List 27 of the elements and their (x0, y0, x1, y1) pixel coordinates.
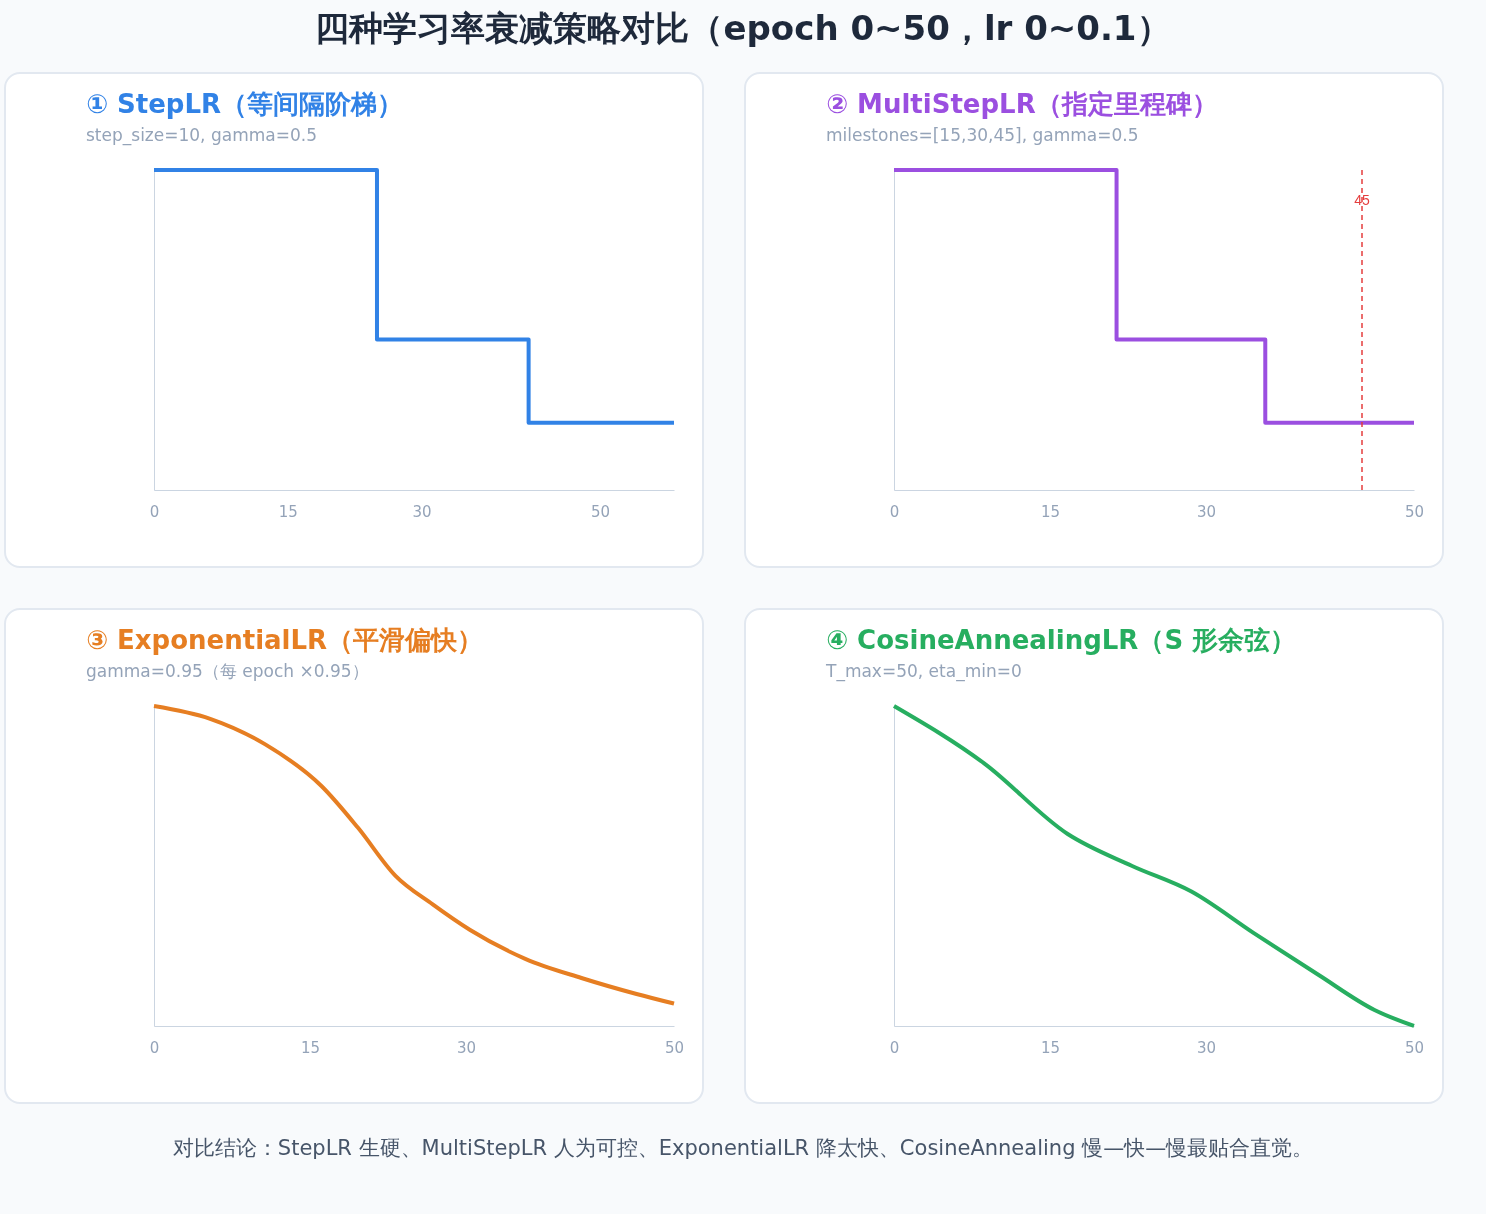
chart-subtitle: gamma=0.95（每 epoch ×0.95） (86, 661, 369, 681)
chart-title: ② MultiStepLR（指定里程碑） (826, 89, 1218, 119)
x-tick-label: 0 (149, 502, 160, 521)
chart-subtitle: step_size=10, gamma=0.5 (86, 125, 317, 146)
x-tick-label: 30 (1196, 1038, 1217, 1057)
x-tick-label: 15 (1040, 502, 1061, 521)
x-tick-label: 30 (412, 502, 432, 521)
chart-subtitle: milestones=[15,30,45], gamma=0.5 (826, 125, 1139, 145)
x-tick-label: 0 (889, 1038, 900, 1057)
chart-subtitle: T_max=50, eta_min=0 (825, 661, 1022, 682)
chart-title: ④ CosineAnnealingLR（S 形余弦） (826, 625, 1297, 655)
x-tick-label: 30 (456, 1038, 477, 1057)
x-tick-label: 15 (278, 502, 298, 521)
text: 四种学习率衰减策略对比（epoch 0~50，lr 0~0.1） (314, 7, 1172, 50)
x-tick-label: 50 (1404, 502, 1425, 521)
x-tick-label: 15 (300, 1038, 321, 1057)
x-tick-label: 50 (1404, 1038, 1425, 1057)
text: 对比结论：StepLR 生硬、MultiStepLR 人为可控、ExponentialLR 降太快、CosineAnnealing 慢—快—慢最贴合直觉。 (171, 1135, 1315, 1162)
ref-line-label: 45 (1354, 192, 1370, 208)
x-tick-label: 50 (664, 1038, 685, 1057)
x-tick-label: 15 (1040, 1038, 1061, 1057)
x-tick-label: 50 (590, 502, 611, 521)
chart-title: ① StepLR（等间隔阶梯） (86, 89, 404, 119)
x-tick-label: 0 (149, 1038, 160, 1057)
chart-title: ③ ExponentialLR（平滑偏快） (86, 625, 484, 655)
x-tick-label: 30 (1196, 502, 1217, 521)
x-tick-label: 0 (889, 502, 900, 521)
